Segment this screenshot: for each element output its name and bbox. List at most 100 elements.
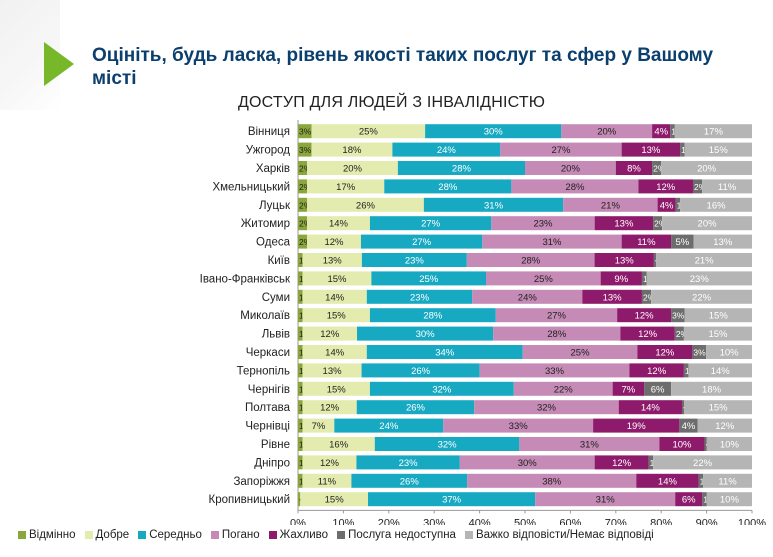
bar-segment — [369, 216, 492, 231]
bar-segment — [298, 216, 307, 231]
bar-segment — [474, 400, 619, 415]
bar-segment — [646, 271, 752, 286]
data-label: 15% — [708, 329, 728, 340]
data-label: 17% — [704, 127, 724, 138]
bar-segment — [425, 124, 562, 139]
bar-segment — [513, 381, 613, 396]
category-label: Чернівці — [245, 421, 290, 433]
data-label: 14% — [641, 403, 661, 414]
data-label: 13% — [713, 237, 733, 248]
data-label: 12% — [715, 421, 735, 432]
bar-segment — [371, 271, 487, 286]
bar-segment — [298, 345, 303, 359]
data-label: 25% — [419, 274, 439, 285]
data-label: 13% — [615, 256, 635, 267]
data-label: 20% — [697, 164, 717, 175]
legend-swatch — [268, 531, 277, 539]
bar-segment — [360, 234, 483, 249]
bar-segment — [636, 473, 699, 488]
bar-segment — [472, 289, 583, 304]
data-label: 10% — [720, 348, 740, 359]
data-label: 3% — [299, 145, 312, 155]
bar-segment — [356, 455, 460, 470]
data-label: 13% — [323, 256, 343, 267]
data-label: 6% — [651, 384, 665, 395]
data-label: 14% — [325, 292, 345, 303]
data-label: 15% — [327, 311, 347, 322]
bar-segment — [384, 179, 512, 194]
data-label: 22% — [554, 384, 574, 395]
bar-segment — [298, 179, 308, 194]
data-label: 15% — [325, 495, 345, 506]
category-label: Кропивницький — [209, 494, 290, 506]
data-label: 28% — [423, 311, 443, 322]
bar-segment — [298, 492, 301, 507]
data-label: 23% — [405, 256, 425, 267]
bar-segment — [684, 400, 752, 415]
data-label: 16% — [707, 200, 727, 211]
data-label: 15% — [709, 311, 729, 322]
bar-segment — [357, 326, 494, 341]
bar-segment — [641, 271, 647, 286]
legend-swatch — [18, 531, 26, 539]
category-label: Харків — [256, 163, 290, 175]
x-tick-label: 60% — [559, 517, 581, 525]
data-label: 2% — [299, 219, 312, 229]
x-tick-label: 20% — [378, 517, 400, 525]
data-label: 10% — [720, 440, 740, 451]
bar-segment — [302, 455, 357, 470]
data-label: 2% — [299, 237, 312, 247]
data-label: 14% — [325, 348, 345, 359]
bar-segment — [681, 400, 685, 415]
bar-segment — [651, 289, 752, 304]
bar-segment — [621, 234, 672, 249]
bar-segment — [374, 437, 520, 451]
bar-segment — [661, 161, 752, 175]
bar-segment — [298, 271, 303, 286]
data-label: 26% — [406, 403, 426, 414]
play-arrow-icon — [44, 42, 74, 86]
legend-label: Середньо — [149, 529, 202, 541]
x-tick-label: 50% — [514, 517, 536, 525]
legend-swatch — [84, 531, 93, 539]
bar-segment — [638, 179, 693, 194]
category-label: Тернопіль — [237, 365, 290, 377]
bar-segment — [334, 418, 444, 433]
bar-segment — [369, 381, 514, 396]
bar-segment — [594, 455, 649, 470]
bar-segment — [637, 345, 693, 359]
data-label: 11% — [718, 476, 737, 487]
data-label: 21% — [695, 256, 715, 267]
data-label: 38% — [542, 476, 562, 487]
data-label: 32% — [432, 384, 452, 395]
data-label: 4% — [660, 200, 674, 211]
data-label: 12% — [320, 403, 340, 414]
bar-segment — [392, 142, 501, 157]
data-label: 3% — [672, 311, 685, 321]
bar-segment — [307, 161, 398, 175]
data-label: 12% — [320, 458, 340, 469]
bar-segment — [300, 492, 369, 507]
data-label: 2% — [299, 182, 312, 192]
legend-label: Добре — [95, 529, 130, 541]
bar-segment — [653, 216, 663, 231]
bar-segment — [561, 124, 653, 139]
x-tick-label: 90% — [696, 517, 718, 525]
bar-segment — [644, 381, 672, 396]
bar-segment — [307, 179, 385, 194]
data-label: 31% — [542, 237, 562, 248]
data-label: 3% — [693, 348, 706, 358]
data-label: 20% — [561, 164, 581, 175]
bar-segment — [674, 124, 752, 139]
data-label: 10% — [720, 495, 740, 506]
bar-segment — [302, 289, 367, 304]
bar-segment — [491, 216, 595, 231]
data-label: 28% — [438, 182, 458, 193]
data-label: 4% — [654, 127, 668, 138]
bar-segment — [467, 473, 637, 488]
data-label: 2% — [643, 292, 656, 302]
bar-segment — [657, 197, 676, 212]
bar-segment — [511, 179, 639, 194]
data-label: 32% — [537, 403, 557, 414]
bar-segment — [519, 437, 660, 451]
